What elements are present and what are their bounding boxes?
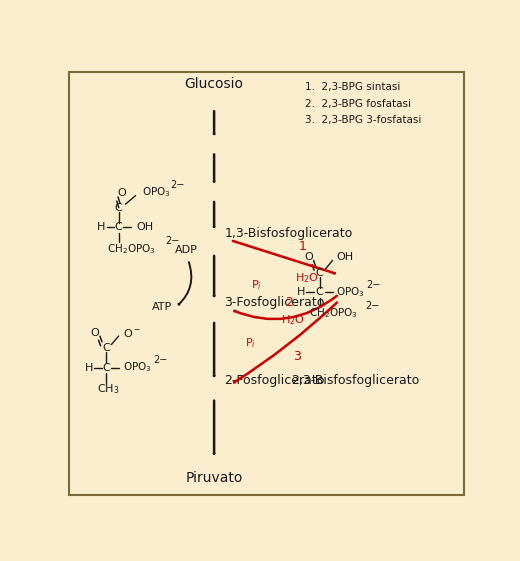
Text: O: O bbox=[117, 187, 126, 197]
Text: H: H bbox=[97, 222, 106, 232]
Text: O: O bbox=[91, 328, 100, 338]
Text: 3.  2,3-BPG 3-fosfatasi: 3. 2,3-BPG 3-fosfatasi bbox=[305, 115, 421, 125]
Text: C: C bbox=[115, 203, 123, 213]
Text: C: C bbox=[102, 362, 110, 373]
Text: 1.  2,3-BPG sintasi: 1. 2,3-BPG sintasi bbox=[305, 82, 400, 93]
Text: CH$_2$OPO$_3$: CH$_2$OPO$_3$ bbox=[107, 242, 156, 256]
Text: C: C bbox=[115, 222, 123, 232]
Text: 3-Fosfoglicerato: 3-Fosfoglicerato bbox=[224, 296, 324, 309]
Text: H: H bbox=[85, 362, 94, 373]
Text: H: H bbox=[296, 287, 305, 297]
Text: P$_i$: P$_i$ bbox=[251, 278, 262, 292]
Text: Piruvato: Piruvato bbox=[186, 471, 243, 485]
Text: 2-Fosfoglicerato: 2-Fosfoglicerato bbox=[224, 374, 324, 387]
Text: 2−: 2− bbox=[170, 180, 184, 190]
Text: OPO$_3$: OPO$_3$ bbox=[141, 186, 171, 200]
Text: CH$_2$OPO$_3$: CH$_2$OPO$_3$ bbox=[309, 307, 358, 320]
Text: 2.  2,3-BPG fosfatasi: 2. 2,3-BPG fosfatasi bbox=[305, 99, 411, 109]
Text: OPO$_3$: OPO$_3$ bbox=[336, 285, 365, 299]
Text: P$_i$: P$_i$ bbox=[245, 337, 256, 350]
Text: OH: OH bbox=[336, 252, 354, 263]
Text: 1,3-Bisfosfoglicerato: 1,3-Bisfosfoglicerato bbox=[224, 227, 353, 240]
Text: 2−: 2− bbox=[166, 236, 180, 246]
Text: 3: 3 bbox=[293, 350, 301, 363]
Text: 2−: 2− bbox=[367, 279, 381, 289]
Text: OPO$_3$: OPO$_3$ bbox=[123, 361, 151, 374]
Text: C: C bbox=[316, 268, 323, 278]
Text: 2−: 2− bbox=[365, 301, 380, 311]
Text: CH$_3$: CH$_3$ bbox=[97, 382, 120, 396]
Text: ATP: ATP bbox=[151, 302, 172, 312]
Text: ADP: ADP bbox=[175, 245, 197, 255]
Text: O$^-$: O$^-$ bbox=[123, 327, 140, 339]
Text: Glucosio: Glucosio bbox=[185, 77, 243, 91]
Text: C: C bbox=[316, 287, 323, 297]
Text: O: O bbox=[304, 252, 313, 263]
Text: 2−: 2− bbox=[154, 355, 168, 365]
Text: 2,3-Bisfosfoglicerato: 2,3-Bisfosfoglicerato bbox=[291, 374, 419, 387]
Text: H$_2$O: H$_2$O bbox=[295, 272, 319, 286]
Text: C: C bbox=[102, 343, 110, 353]
Text: H$_2$O: H$_2$O bbox=[281, 312, 305, 327]
Text: 1: 1 bbox=[299, 240, 307, 253]
Text: 2: 2 bbox=[285, 296, 293, 309]
Text: OH: OH bbox=[137, 222, 154, 232]
